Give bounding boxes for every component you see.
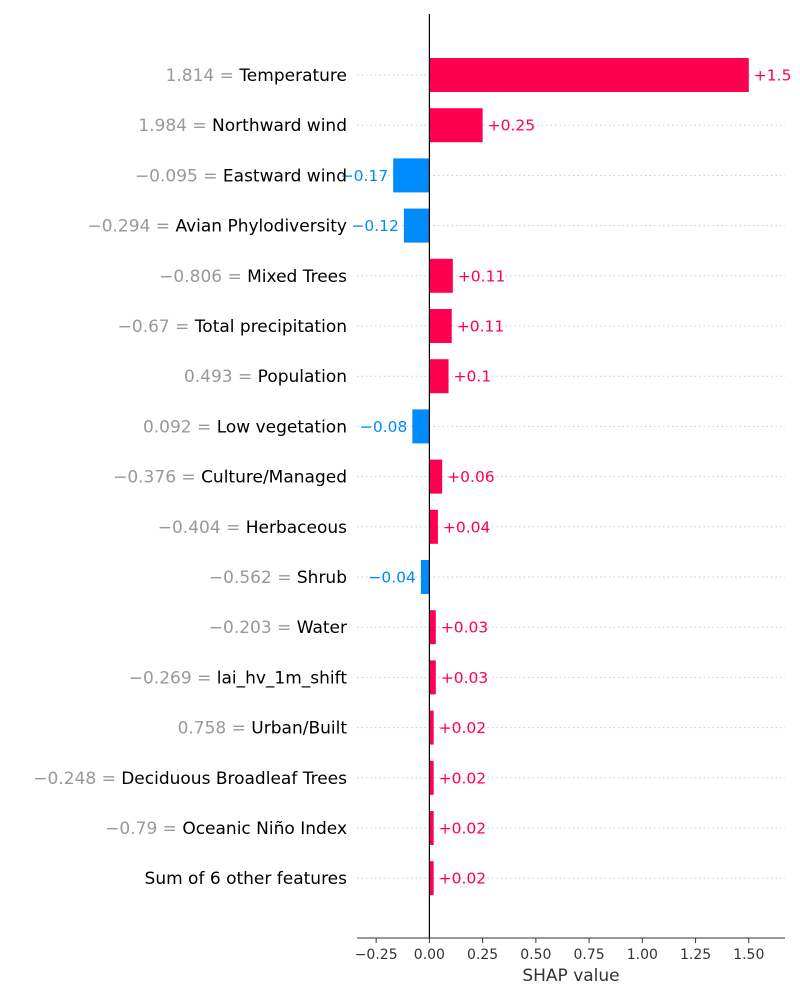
feature-value: −0.562 = [209,568,297,588]
feature-label: −0.806 = Mixed Trees [159,267,347,287]
feature-label: −0.203 = Water [209,618,347,638]
bar-value-label: +0.11 [457,318,505,336]
feature-name: Oceanic Niño Index [182,819,347,839]
feature-label: 1.984 = Northward wind [138,116,347,136]
feature-label: −0.095 = Eastward wind [135,166,347,186]
feature-label: 1.814 = Temperature [166,66,347,86]
feature-label: −0.562 = Shrub [209,568,347,588]
bar-value-label: +0.03 [441,669,489,687]
feature-name: Sum of 6 other features [145,869,348,889]
bar-value-label: +0.02 [439,820,487,838]
bar-value-label: +0.02 [439,870,487,888]
feature-label: −0.79 = Oceanic Niño Index [105,819,347,839]
feature-value: 0.092 = [143,417,217,437]
feature-value: −0.269 = [129,668,217,688]
bar-value-label: +0.04 [443,518,491,536]
bar-positive [429,509,438,544]
bar-positive [429,108,483,143]
feature-name: lai_hv_1m_shift [217,668,348,688]
bar-positive [429,811,434,845]
x-tick-label: −0.25 [355,947,398,963]
x-tick-label: 0.00 [414,947,445,963]
bar-positive [429,710,434,745]
bar-value-label: +0.02 [439,769,487,787]
feature-value: −0.404 = [158,518,246,538]
bar-negative [403,208,430,243]
x-tick-label: 0.75 [574,947,605,963]
feature-name: Deciduous Broadleaf Trees [121,769,347,789]
feature-label: Sum of 6 other features [145,869,348,889]
bar-value-label: +0.02 [439,719,487,737]
feature-name: Population [258,367,347,387]
bar-value-label: +1.5 [754,67,792,85]
feature-value: 1.984 = [138,116,212,136]
feature-label: −0.294 = Avian Phylodiversity [87,217,347,237]
bar-value-labels: +1.5 +0.25 −0.17 −0.12 +0.11 +0.11 +0.1 −0.08 +0… [341,67,792,888]
bar-positive [429,258,453,293]
bar-value-label: −0.17 [341,167,389,185]
x-tick-label: 1.25 [680,947,711,963]
feature-value: −0.294 = [87,217,175,237]
bar-value-label: −0.12 [351,217,399,235]
bar-value-label: +0.1 [454,368,492,386]
bar-value-label: +0.03 [441,619,489,637]
feature-label: −0.67 = Total precipitation [118,317,347,337]
feature-label: 0.758 = Urban/Built [178,719,348,739]
row-gridlines [357,74,785,879]
bar-positive [429,660,436,695]
bar-positive [429,760,434,795]
feature-name: Herbaceous [246,518,347,538]
bar-value-label: −0.04 [368,569,416,587]
bar-positive [429,459,443,494]
bar-value-label: −0.08 [360,418,408,436]
feature-labels: 1.814 = Temperature 1.984 = Northward win… [33,66,347,889]
bar-value-label: +0.11 [458,267,506,285]
feature-name: Water [297,618,347,638]
feature-value: 0.493 = [184,367,258,387]
feature-label: −0.376 = Culture/Managed [113,468,347,488]
bars [393,58,749,896]
feature-value: 1.814 = [166,66,240,86]
bar-negative [412,409,430,444]
bar-positive [429,359,449,394]
x-tick-label: 0.25 [467,947,498,963]
bar-positive [429,58,749,92]
feature-label: 0.493 = Population [184,367,347,387]
bar-positive [429,861,434,896]
feature-label: −0.269 = lai_hv_1m_shift [129,668,348,688]
feature-value: 0.758 = [178,719,252,739]
feature-name: Eastward wind [223,166,347,186]
x-tick-label: 1.00 [627,947,658,963]
feature-name: Shrub [297,568,347,588]
feature-value: −0.79 = [105,819,182,839]
bar-value-label: +0.06 [447,468,495,486]
feature-label: 0.092 = Low vegetation [143,417,347,437]
feature-label: −0.404 = Herbaceous [158,518,347,538]
feature-name: Culture/Managed [201,468,347,488]
feature-name: Avian Phylodiversity [175,217,347,237]
feature-value: −0.376 = [113,468,201,488]
bar-negative [393,158,430,193]
feature-value: −0.806 = [159,267,247,287]
x-tick-label: 1.50 [733,947,764,963]
x-tick-label: 0.50 [520,947,551,963]
bar-positive [429,309,452,343]
feature-name: Total precipitation [194,317,347,337]
feature-value: −0.67 = [118,317,195,337]
bar-positive [429,610,436,645]
feature-name: Urban/Built [251,719,347,739]
x-axis: −0.25 0.00 0.25 0.50 0.75 1.00 1.25 1.50 [355,937,785,963]
feature-label: −0.248 = Deciduous Broadleaf Trees [33,769,347,789]
feature-name: Temperature [238,66,347,86]
feature-name: Low vegetation [217,417,347,437]
feature-value: −0.095 = [135,166,223,186]
feature-name: Mixed Trees [247,267,347,287]
bar-value-label: +0.25 [488,117,536,135]
feature-value: −0.248 = [33,769,121,789]
feature-name: Northward wind [212,116,347,136]
feature-value: −0.203 = [209,618,297,638]
x-axis-title: SHAP value [522,966,619,986]
bar-negative [420,560,430,594]
